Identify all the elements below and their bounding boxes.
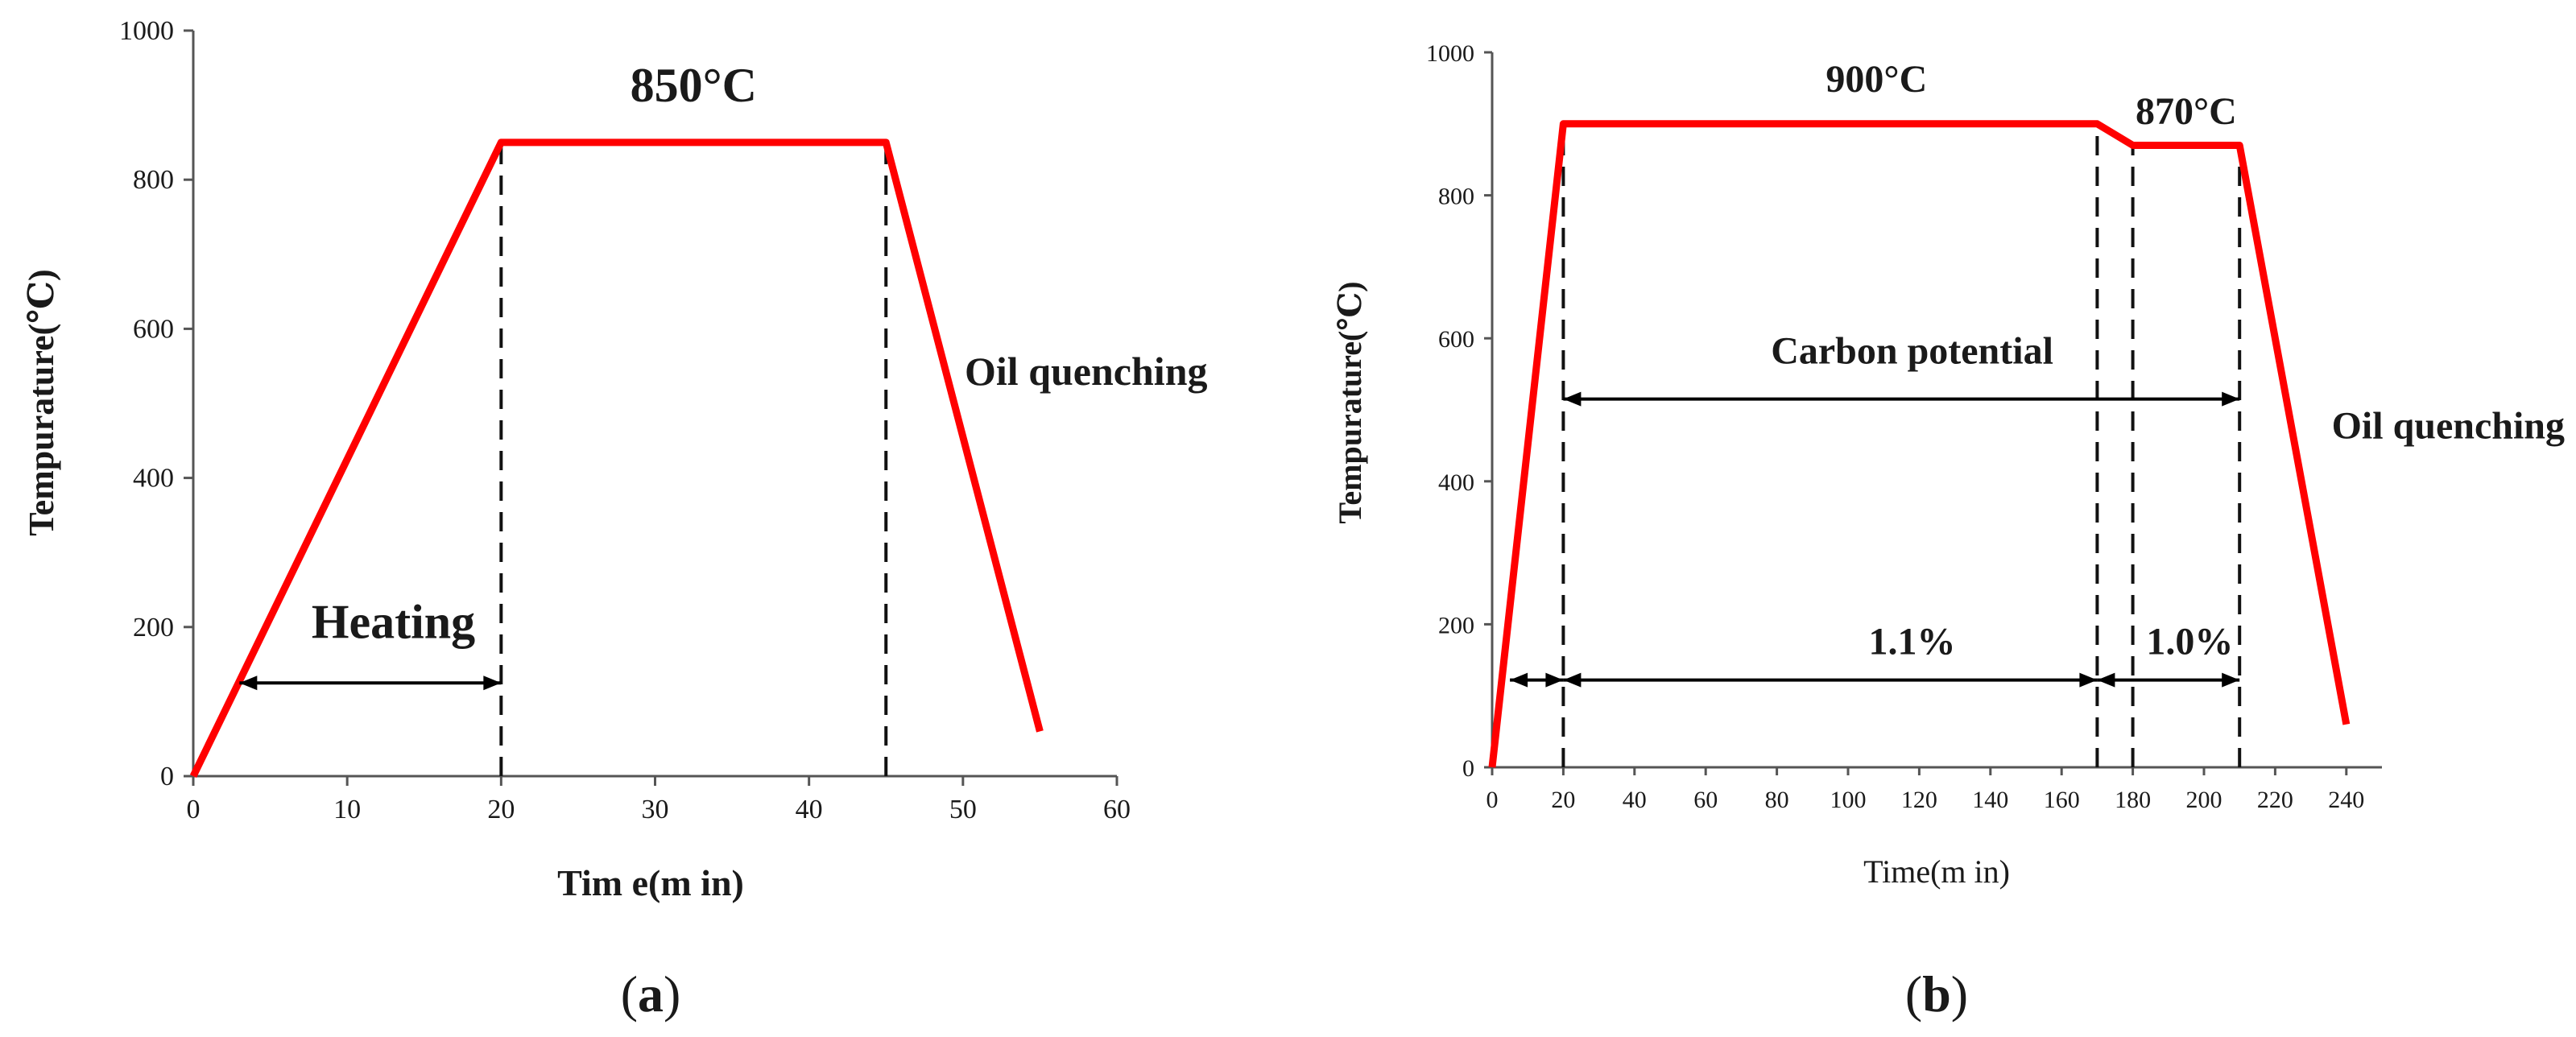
panel-a-x-tick-label: 30: [642, 795, 669, 824]
panel-b-x-tick-label: 40: [1623, 787, 1647, 813]
panel-a-oil-quenching-label: Oil quenching: [965, 349, 1208, 394]
panel-a-hold-temperature-label: 850°C: [631, 59, 757, 112]
panel-b-x-tick-label: 140: [1972, 787, 2008, 813]
panel-b-y-tick-label: 0: [1462, 755, 1474, 782]
panel-b-y-tick-label: 1000: [1426, 40, 1474, 67]
panel-b-x-tick-label: 60: [1693, 787, 1718, 813]
panel-a-y-tick-label: 400: [133, 464, 174, 494]
panel-a-heating-label: Heating: [312, 596, 475, 649]
panel-b-temperature-line: [1488, 120, 2351, 768]
panel-b-1-1-percent-label: 1.1%: [1869, 621, 1956, 663]
panel-a-chart: 0 200 400 600 800 1000 0 10 20 30 40 50 60 850°C He…: [22, 16, 1208, 1023]
panel-b-x-tick-label: 240: [2328, 787, 2364, 813]
panel-b-double-arrow: [2097, 672, 2240, 688]
panel-a-double-arrow: [239, 675, 502, 691]
panel-a-y-tick-label: 800: [133, 165, 174, 195]
panel-b-x-tick-label: 180: [2115, 787, 2151, 813]
panel-a-y-tick-label: 1000: [119, 16, 174, 46]
panel-b-1-0-percent-label: 1.0%: [2146, 621, 2233, 663]
panel-a-x-tick-label: 0: [187, 795, 201, 824]
panel-b-x-axis-title: Time(m in): [1863, 853, 2010, 890]
panel-b-double-arrow: [1510, 672, 1564, 688]
panel-a-x-tick-label: 40: [796, 795, 823, 824]
panel-a-x-axis-title: Tim e(m in): [557, 862, 744, 903]
panel-a-caption: (a): [621, 965, 681, 1023]
panel-a-caption-letter: a: [638, 965, 664, 1023]
panel-a-y-tick-label: 0: [160, 762, 174, 791]
panel-b-x-tick-label: 120: [1901, 787, 1937, 813]
panel-b-double-arrow: [1563, 672, 2098, 688]
panel-a-temperature-line: [189, 138, 1044, 778]
panel-b-double-arrow: [1563, 391, 2240, 407]
panel-b-x-tick-label: 220: [2257, 787, 2293, 813]
panel-b-caption-letter: b: [1922, 965, 1951, 1023]
panel-b-x-tick-label: 100: [1830, 787, 1867, 813]
panel-b-x-tick-label: 20: [1551, 787, 1575, 813]
panel-b-caption: (b): [1905, 965, 1968, 1023]
panel-b-x-tick-label: 0: [1486, 787, 1499, 813]
panel-a-y-tick-label: 600: [133, 314, 174, 344]
panel-b-900-label: 900°C: [1826, 58, 1927, 101]
panel-b-y-tick-label: 200: [1438, 612, 1474, 638]
panel-a-x-tick-label: 50: [949, 795, 977, 824]
panel-b-y-tick-label: 600: [1438, 326, 1474, 353]
panel-b-y-axis-title: Tempurature(℃): [1332, 281, 1368, 523]
panel-b-x-tick-label: 200: [2186, 787, 2222, 813]
panel-a-y-tick-label: 200: [133, 613, 174, 642]
panel-b-y-tick-label: 400: [1438, 469, 1474, 496]
panel-b-chart: 0 200 400 600 800 1000 0 20 40 60 80 100 120 140 160 1…: [1332, 40, 2565, 1023]
panel-a-y-axis-title: Tempurature(℃): [22, 269, 61, 535]
panel-b-y-tick-label: 800: [1438, 184, 1474, 210]
panel-a-x-tick-label: 60: [1103, 795, 1131, 824]
panel-a-x-tick-label: 20: [487, 795, 515, 824]
panel-a-x-tick-label: 10: [333, 795, 361, 824]
panel-b-x-tick-label: 160: [2044, 787, 2080, 813]
panel-b-870-label: 870°C: [2136, 90, 2237, 133]
panel-b-x-tick-label: 80: [1765, 787, 1789, 813]
panel-b-oil-quenching-label: Oil quenching: [2332, 405, 2565, 448]
panel-b-carbon-potential-label: Carbon potential: [1771, 329, 2053, 372]
